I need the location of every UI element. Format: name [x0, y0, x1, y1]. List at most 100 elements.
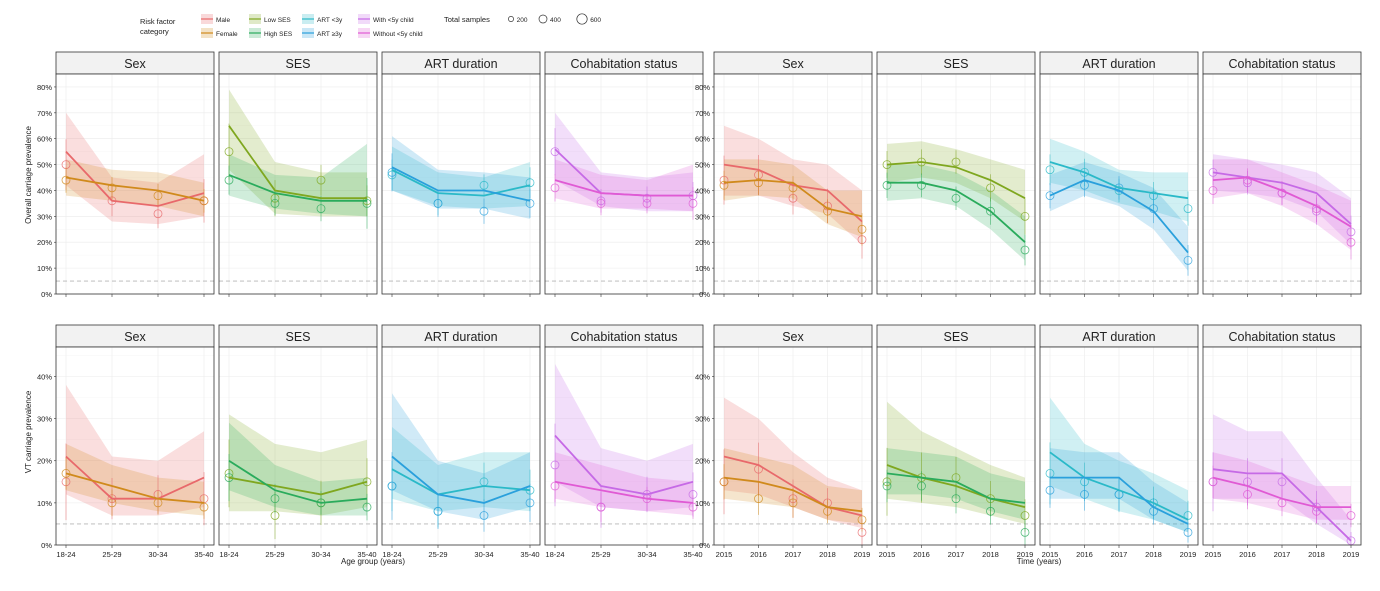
x-tick-label: 35-40 — [194, 550, 213, 559]
facet-title: Cohabitation status — [1228, 57, 1335, 71]
facet-title: Cohabitation status — [570, 57, 677, 71]
x-tick-label: 25-29 — [428, 550, 447, 559]
facet-title: ART duration — [424, 330, 497, 344]
time-x-axis-label: Time (years) — [1017, 557, 1062, 566]
legend-label: Female — [216, 31, 238, 38]
x-tick-label: 2016 — [1076, 550, 1093, 559]
overall-y-axis-label: Overall carriage prevalence — [24, 126, 33, 224]
y-tick-label: 0% — [699, 290, 710, 299]
panel: Sex0%10%20%30%40%2015 2016 2017 2018 2019 — [695, 325, 872, 559]
y-tick-label: 80% — [695, 83, 710, 92]
panel: ART duration — [382, 52, 540, 297]
y-tick-label: 30% — [695, 212, 710, 221]
facet-title: SES — [943, 57, 968, 71]
x-tick-label: 18-24 — [56, 550, 75, 559]
size-legend-label: 600 — [590, 17, 601, 24]
y-tick-label: 50% — [695, 161, 710, 170]
facet-title: Sex — [124, 330, 146, 344]
panel: Cohabitation status — [1203, 52, 1361, 297]
facet-title: Sex — [782, 57, 804, 71]
panel: Cohabitation status — [545, 52, 703, 297]
x-tick-label: 2017 — [1274, 550, 1291, 559]
x-tick-label: 2019 — [1180, 550, 1197, 559]
y-tick-label: 30% — [695, 415, 710, 424]
facet-title: Cohabitation status — [1228, 330, 1335, 344]
panel: ART duration 18-24 25-29 30-34 35-40 — [382, 325, 540, 559]
facet-title: ART duration — [1082, 57, 1155, 71]
y-tick-label: 40% — [37, 372, 52, 381]
x-tick-label: 30-34 — [148, 550, 167, 559]
panel: Sex0%10%20%30%40%50%60%70%80% — [695, 52, 872, 299]
x-tick-label: 2016 — [913, 550, 930, 559]
y-tick-label: 80% — [37, 83, 52, 92]
x-tick-label: 2018 — [1145, 550, 1162, 559]
panel: SES — [219, 52, 377, 297]
facet-title: ART duration — [1082, 330, 1155, 344]
x-tick-label: 2016 — [750, 550, 767, 559]
y-tick-label: 10% — [37, 499, 52, 508]
y-tick-label: 30% — [37, 212, 52, 221]
legend-label: ART <3y — [317, 17, 343, 24]
y-tick-label: 10% — [37, 264, 52, 273]
y-tick-label: 20% — [37, 457, 52, 466]
legend-title: Risk factor — [140, 17, 176, 26]
x-tick-label: 18-24 — [219, 550, 238, 559]
legend-label: High SES — [264, 31, 293, 38]
y-tick-label: 0% — [41, 290, 52, 299]
y-tick-label: 20% — [695, 457, 710, 466]
x-tick-label: 2019 — [854, 550, 871, 559]
x-tick-label: 25-29 — [265, 550, 284, 559]
x-tick-label: 25-29 — [102, 550, 121, 559]
legend-label: ART ≥3y — [317, 31, 343, 38]
x-tick-label: 2019 — [1343, 550, 1360, 559]
x-tick-label: 2017 — [785, 550, 802, 559]
y-tick-label: 70% — [37, 109, 52, 118]
facet-title: SES — [285, 330, 310, 344]
legend-title: category — [140, 27, 169, 36]
panel: SES 18-24 25-29 30-34 35-40 — [219, 325, 377, 559]
y-tick-label: 50% — [37, 161, 52, 170]
facet-title: ART duration — [424, 57, 497, 71]
panel: Sex 0% 10% 20% 30% 40% 50% 60% 70% 80% — [37, 52, 214, 299]
y-tick-label: 40% — [695, 186, 710, 195]
y-tick-label: 60% — [37, 135, 52, 144]
y-tick-label: 10% — [695, 499, 710, 508]
y-tick-label: 0% — [41, 541, 52, 550]
size-legend-label: 200 — [517, 17, 528, 24]
y-tick-label: 10% — [695, 264, 710, 273]
x-tick-label: 2018 — [819, 550, 836, 559]
facet-title: Cohabitation status — [570, 330, 677, 344]
legend-label: Low SES — [264, 17, 291, 24]
panel: Cohabitation status18-24 25-29 30-34 35-40 — [545, 325, 703, 559]
y-tick-label: 30% — [37, 415, 52, 424]
y-tick-label: 40% — [695, 372, 710, 381]
facet-title: Sex — [124, 57, 146, 71]
panel: ART duration — [1040, 52, 1198, 297]
panel: ART duration 2015 2016 2017 2018 2019 — [1040, 325, 1198, 559]
y-tick-label: 0% — [699, 541, 710, 550]
x-tick-label: 2017 — [948, 550, 965, 559]
x-tick-label: 2017 — [1111, 550, 1128, 559]
x-tick-label: 2018 — [1308, 550, 1325, 559]
x-tick-label: 2016 — [1239, 550, 1256, 559]
panel: Cohabitation status2015 2016 2017 2018 2019 — [1203, 325, 1361, 559]
y-tick-label: 40% — [37, 186, 52, 195]
x-tick-label: 30-34 — [474, 550, 493, 559]
x-tick-label: 18-24 — [545, 550, 564, 559]
panel: Sex 0% 10% 20% 30% 40% 18-24 25-29 30-34 35-40 — [37, 325, 214, 559]
x-tick-label: 25-29 — [591, 550, 610, 559]
x-tick-label: 30-34 — [637, 550, 656, 559]
y-tick-label: 20% — [695, 238, 710, 247]
legend-label: Without <5y child — [373, 31, 423, 38]
y-tick-label: 70% — [695, 109, 710, 118]
legend-label: Male — [216, 17, 230, 24]
x-tick-label: 2018 — [982, 550, 999, 559]
legend-label: With <5y child — [373, 17, 414, 24]
panel: SES — [877, 52, 1035, 297]
y-tick-label: 20% — [37, 238, 52, 247]
x-tick-label: 2015 — [716, 550, 733, 559]
x-tick-label: 2015 — [879, 550, 896, 559]
x-tick-label: 35-40 — [520, 550, 539, 559]
